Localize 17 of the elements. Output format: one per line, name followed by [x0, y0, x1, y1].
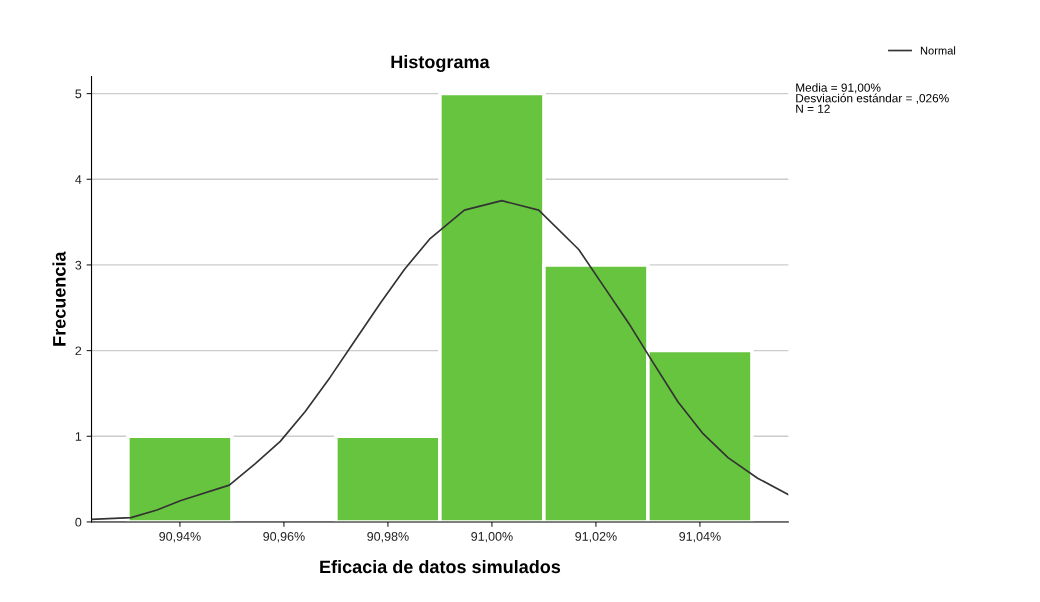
legend-label: Normal — [920, 46, 956, 55]
y-tick-label: 0 — [75, 517, 82, 527]
y-tick-label: 3 — [75, 260, 82, 270]
chart-title: Histograma — [391, 55, 490, 72]
x-tick-label: 91,02% — [575, 531, 617, 543]
text: Media = 91,00% Desviación estándar = ,026% N = 12 — [796, 83, 949, 113]
y-axis-title: Frecuencia — [52, 251, 66, 346]
y-tick-label: 1 — [75, 432, 82, 441]
x-tick-label: 90,98% — [367, 531, 409, 543]
x-tick-label: 90,94% — [159, 531, 201, 543]
y-tick-label: 4 — [75, 175, 82, 184]
x-tick-label: 91,04% — [679, 531, 721, 543]
x-axis-title: Eficacia de datos simulados — [320, 559, 561, 574]
x-tick-label: 91,00% — [471, 531, 513, 543]
y-tick-label: 2 — [75, 346, 82, 356]
y-tick-label: 5 — [75, 89, 82, 99]
x-tick-label: 90,96% — [263, 531, 305, 543]
